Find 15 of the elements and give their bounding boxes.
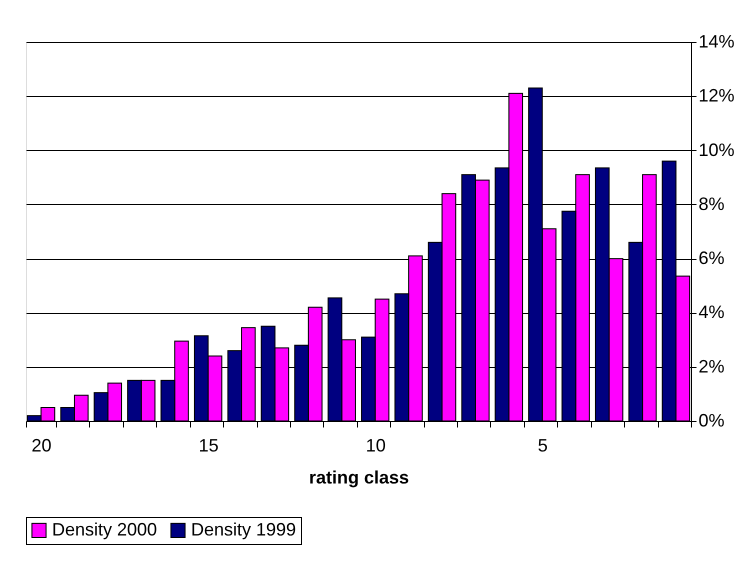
y-tick-label: 10% [698,140,735,160]
y-tick-label: 6% [698,248,725,268]
legend-label: Density 1999 [191,519,296,540]
y-tick-label: 0% [698,410,725,430]
x-tick-label: 20 [32,436,52,456]
x-axis-title: rating class [308,468,410,488]
legend-label: Density 2000 [52,519,158,540]
y-tick-label: 2% [698,356,725,376]
x-tick-label: 10 [366,436,386,456]
y-tick-label: 8% [698,194,725,214]
y-tick-label: 14% [698,32,735,52]
x-tick-label: 5 [538,436,548,456]
x-tick-label: 15 [198,436,219,456]
y-tick-label: 4% [698,302,725,322]
y-tick-label: 12% [698,86,735,106]
